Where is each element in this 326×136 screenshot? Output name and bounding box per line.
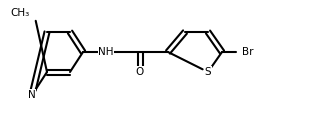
Text: NH: NH <box>98 47 114 57</box>
Text: CH₃: CH₃ <box>11 8 30 18</box>
Text: O: O <box>136 67 144 77</box>
Text: Br: Br <box>242 47 254 57</box>
Text: S: S <box>205 67 211 77</box>
Text: N: N <box>28 90 36 100</box>
